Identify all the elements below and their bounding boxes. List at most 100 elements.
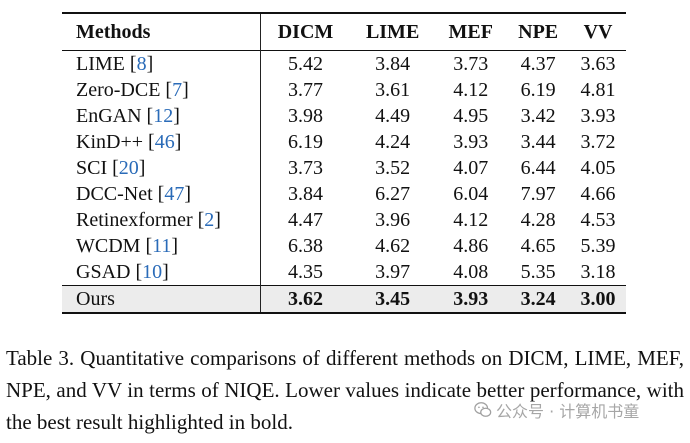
method-cell: KinD++ [46]	[62, 129, 261, 155]
value-cell: 3.42	[520, 105, 556, 127]
watermark-text: 公众号 · 计算机书童	[496, 402, 640, 421]
method-name: Retinexformer	[76, 209, 193, 231]
table-row: DCC-Net [47] 3.84 6.27 6.04 7.97 4.66	[62, 181, 626, 207]
value-cell: 4.95	[453, 105, 489, 127]
watermark: 公众号 · 计算机书童	[474, 398, 639, 422]
method-name: KinD++	[76, 131, 144, 153]
value-cell: 6.27	[375, 183, 411, 205]
method-cell: DCC-Net [47]	[62, 181, 261, 207]
method-cell: EnGAN [12]	[62, 103, 261, 129]
value-cell: 3.93	[453, 131, 489, 153]
citation-link[interactable]: 20	[118, 157, 139, 179]
value-cell: 6.38	[288, 235, 323, 257]
table-caption: Table 3. Quantitative comparisons of dif…	[6, 346, 684, 434]
value-cell: 4.07	[453, 157, 489, 179]
value-cell: 5.42	[288, 53, 323, 75]
method-name: Zero-DCE	[76, 79, 161, 101]
value-cell: 3.97	[375, 261, 411, 283]
header-row: Methods DICM LIME MEF NPE VV	[62, 13, 626, 51]
value-cell: 3.77	[288, 79, 323, 101]
citation-link[interactable]: 7	[172, 79, 183, 101]
value-cell: 4.28	[520, 209, 556, 231]
value-cell: 3.98	[288, 105, 323, 127]
value-cell: 4.05	[580, 157, 616, 179]
method-cell: Zero-DCE [7]	[62, 77, 261, 103]
value-cell: 3.72	[580, 131, 616, 153]
header-mef: MEF	[448, 21, 493, 43]
value-cell: 4.81	[580, 79, 616, 101]
citation-link[interactable]: 2	[204, 209, 215, 231]
table-body: LIME [8] 5.42 3.84 3.73 4.37 3.63 Zero-DCE [7]…	[62, 50, 626, 313]
table-row: LIME [8] 5.42 3.84 3.73 4.37 3.63	[62, 50, 626, 77]
value-cell: 3.44	[520, 131, 556, 153]
best-value-cell: 3.45	[375, 288, 411, 310]
best-value-cell: 3.24	[520, 288, 556, 310]
table-row: Zero-DCE [7] 3.77 3.61 4.12 6.19 4.81	[62, 77, 626, 103]
value-cell: 4.47	[288, 209, 323, 231]
value-cell: 3.84	[375, 53, 411, 75]
citation-link[interactable]: 11	[152, 235, 172, 257]
method-cell: SCI [20]	[62, 155, 261, 181]
table-row: EnGAN [12] 3.98 4.49 4.95 3.42 3.93	[62, 103, 626, 129]
header-npe: NPE	[518, 21, 559, 43]
value-cell: 4.86	[453, 235, 489, 257]
method-name: WCDM	[76, 235, 141, 257]
value-cell: 6.04	[453, 183, 489, 205]
value-cell: 4.37	[520, 53, 556, 75]
table-row: WCDM [11] 6.38 4.62 4.86 4.65 5.39	[62, 233, 626, 259]
wechat-icon	[474, 402, 492, 417]
method-name: LIME	[76, 53, 125, 75]
value-cell: 7.97	[520, 183, 556, 205]
method-name: Ours	[62, 285, 261, 313]
value-cell: 6.19	[520, 79, 556, 101]
value-cell: 3.63	[580, 53, 616, 75]
results-table: Methods DICM LIME MEF NPE VV LIME [8] 5.4…	[62, 12, 626, 314]
ours-row: Ours 3.62 3.45 3.93 3.24 3.00	[62, 285, 626, 313]
value-cell: 5.35	[520, 261, 556, 283]
value-cell: 6.44	[520, 157, 556, 179]
citation-link[interactable]: 12	[153, 105, 174, 127]
header-dicm: DICM	[277, 21, 334, 43]
method-cell: LIME [8]	[62, 50, 261, 77]
value-cell: 3.18	[580, 261, 616, 283]
header-vv: VV	[583, 21, 613, 43]
value-cell: 3.73	[288, 157, 323, 179]
value-cell: 3.73	[453, 53, 489, 75]
value-cell: 3.52	[375, 157, 411, 179]
method-name: DCC-Net	[76, 183, 153, 205]
value-cell: 6.19	[288, 131, 323, 153]
best-value-cell: 3.62	[288, 288, 323, 310]
value-cell: 3.93	[580, 105, 616, 127]
citation-link[interactable]: 47	[164, 183, 185, 205]
method-name: GSAD	[76, 261, 131, 283]
table-row: SCI [20] 3.73 3.52 4.07 6.44 4.05	[62, 155, 626, 181]
table-row: Retinexformer [2] 4.47 3.96 4.12 4.28 4.53	[62, 207, 626, 233]
best-value-cell: 3.00	[580, 288, 616, 310]
value-cell: 3.84	[288, 183, 323, 205]
method-name: SCI	[76, 157, 108, 179]
table-row: GSAD [10] 4.35 3.97 4.08 5.35 3.18	[62, 259, 626, 286]
value-cell: 4.12	[453, 79, 489, 101]
value-cell: 4.12	[453, 209, 489, 231]
value-cell: 4.53	[580, 209, 616, 231]
value-cell: 4.24	[375, 131, 411, 153]
citation-link[interactable]: 46	[154, 131, 175, 153]
header-lime: LIME	[365, 21, 420, 43]
method-cell: GSAD [10]	[62, 259, 261, 286]
value-cell: 4.65	[520, 235, 556, 257]
value-cell: 4.49	[375, 105, 411, 127]
table-row: KinD++ [46] 6.19 4.24 3.93 3.44 3.72	[62, 129, 626, 155]
value-cell: 3.96	[375, 209, 411, 231]
method-cell: WCDM [11]	[62, 233, 261, 259]
value-cell: 4.08	[453, 261, 489, 283]
value-cell: 4.35	[288, 261, 323, 283]
method-name: EnGAN	[76, 105, 142, 127]
value-cell: 5.39	[580, 235, 616, 257]
citation-link[interactable]: 8	[136, 53, 147, 75]
value-cell: 3.61	[375, 79, 411, 101]
citation-link[interactable]: 10	[142, 261, 163, 283]
method-cell: Retinexformer [2]	[62, 207, 261, 233]
best-value-cell: 3.93	[453, 288, 489, 310]
value-cell: 4.66	[580, 183, 616, 205]
header-methods: Methods	[62, 13, 261, 51]
